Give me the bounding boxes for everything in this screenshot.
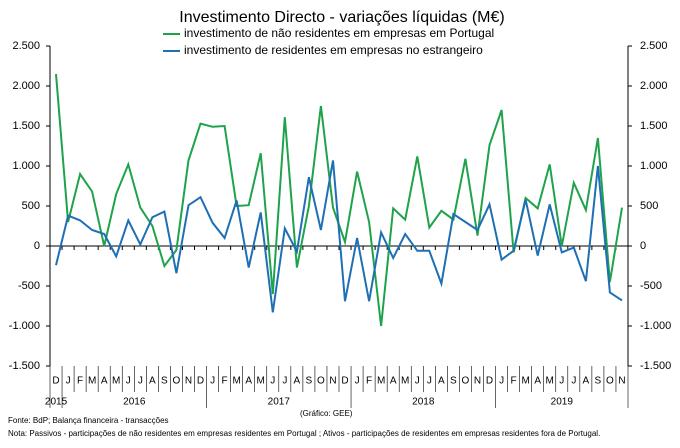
x-tick-label: M — [88, 376, 96, 387]
x-tick-label: F — [511, 376, 517, 387]
x-tick-label: M — [232, 376, 240, 387]
x-tick-label: D — [52, 376, 59, 387]
y-tick-label: -500 — [640, 280, 662, 292]
x-tick-label: N — [185, 376, 192, 387]
x-tick-label: A — [245, 376, 252, 387]
y-tick-label: 1.500 — [640, 120, 668, 132]
source: Fonte: BdP; Balança financeira - transac… — [8, 416, 169, 425]
y-tick-label: -1.000 — [9, 320, 40, 332]
x-tick-label: O — [606, 376, 614, 387]
x-tick-label: M — [112, 376, 120, 387]
x-tick-label: M — [257, 376, 265, 387]
series-line — [55, 73, 623, 327]
y-tick-label: -1.000 — [640, 320, 671, 332]
x-tick-label: D — [197, 376, 204, 387]
x-tick-label: A — [294, 376, 301, 387]
legend-label: investimento de não residentes em empres… — [184, 26, 494, 40]
x-tick-label: A — [438, 376, 445, 387]
y-tick-label: -1.500 — [9, 360, 40, 372]
x-tick-label: J — [282, 376, 287, 387]
x-tick-label: D — [486, 376, 493, 387]
x-tick-label: F — [366, 376, 372, 387]
x-tick-label: J — [427, 376, 432, 387]
y-tick-label: 2.500 — [640, 40, 668, 52]
year-label: 2019 — [551, 397, 574, 408]
y-tick-label: 2.000 — [12, 80, 40, 92]
x-tick-label: M — [521, 376, 529, 387]
x-tick-label: N — [329, 376, 336, 387]
year-label: 2016 — [123, 397, 146, 408]
x-tick-label: D — [341, 376, 348, 387]
x-tick-label: M — [377, 376, 385, 387]
x-tick-label: M — [401, 376, 409, 387]
x-tick-label: J — [210, 376, 215, 387]
x-tick-label: J — [270, 376, 275, 387]
x-tick-label: J — [571, 376, 576, 387]
series-line — [55, 160, 623, 313]
note: Nota: Passivos - participações de não re… — [8, 429, 600, 438]
x-tick-label: S — [161, 376, 168, 387]
y-tick-label: 500 — [640, 200, 658, 212]
y-tick-label: 0 — [34, 240, 40, 252]
chart-title: Investimento Directo - variações líquida… — [179, 9, 504, 26]
x-tick-label: A — [149, 376, 156, 387]
y-tick-label: 0 — [640, 240, 646, 252]
x-tick-label: A — [583, 376, 590, 387]
x-tick-label: O — [462, 376, 470, 387]
y-tick-label: -1.500 — [640, 360, 671, 372]
credit: (Gráfico: GEE) — [300, 409, 353, 418]
legend-label: investimento de residentes em empresas n… — [184, 43, 483, 57]
x-tick-label: N — [618, 376, 625, 387]
year-label: 2018 — [412, 397, 435, 408]
y-tick-label: 2.500 — [12, 40, 40, 52]
x-tick-label: A — [534, 376, 541, 387]
x-tick-label: M — [546, 376, 554, 387]
y-tick-label: 1.000 — [640, 160, 668, 172]
x-tick-label: J — [66, 376, 71, 387]
x-tick-label: J — [559, 376, 564, 387]
x-tick-label: S — [450, 376, 457, 387]
y-tick-label: 500 — [22, 200, 40, 212]
x-tick-label: S — [306, 376, 313, 387]
y-tick-label: 2.000 — [640, 80, 668, 92]
year-label: 2017 — [268, 397, 291, 408]
year-label: 2015 — [45, 397, 68, 408]
x-tick-label: F — [77, 376, 83, 387]
y-tick-label: 1.000 — [12, 160, 40, 172]
y-tick-label: -500 — [18, 280, 40, 292]
x-tick-label: S — [595, 376, 602, 387]
x-tick-label: J — [138, 376, 143, 387]
x-tick-label: O — [317, 376, 325, 387]
x-tick-label: J — [415, 376, 420, 387]
x-tick-label: F — [222, 376, 228, 387]
x-tick-label: O — [173, 376, 181, 387]
x-tick-label: J — [499, 376, 504, 387]
x-tick-label: A — [390, 376, 397, 387]
x-tick-label: N — [474, 376, 481, 387]
x-tick-label: J — [126, 376, 131, 387]
x-tick-label: J — [355, 376, 360, 387]
x-tick-label: A — [101, 376, 108, 387]
y-tick-label: 1.500 — [12, 120, 40, 132]
